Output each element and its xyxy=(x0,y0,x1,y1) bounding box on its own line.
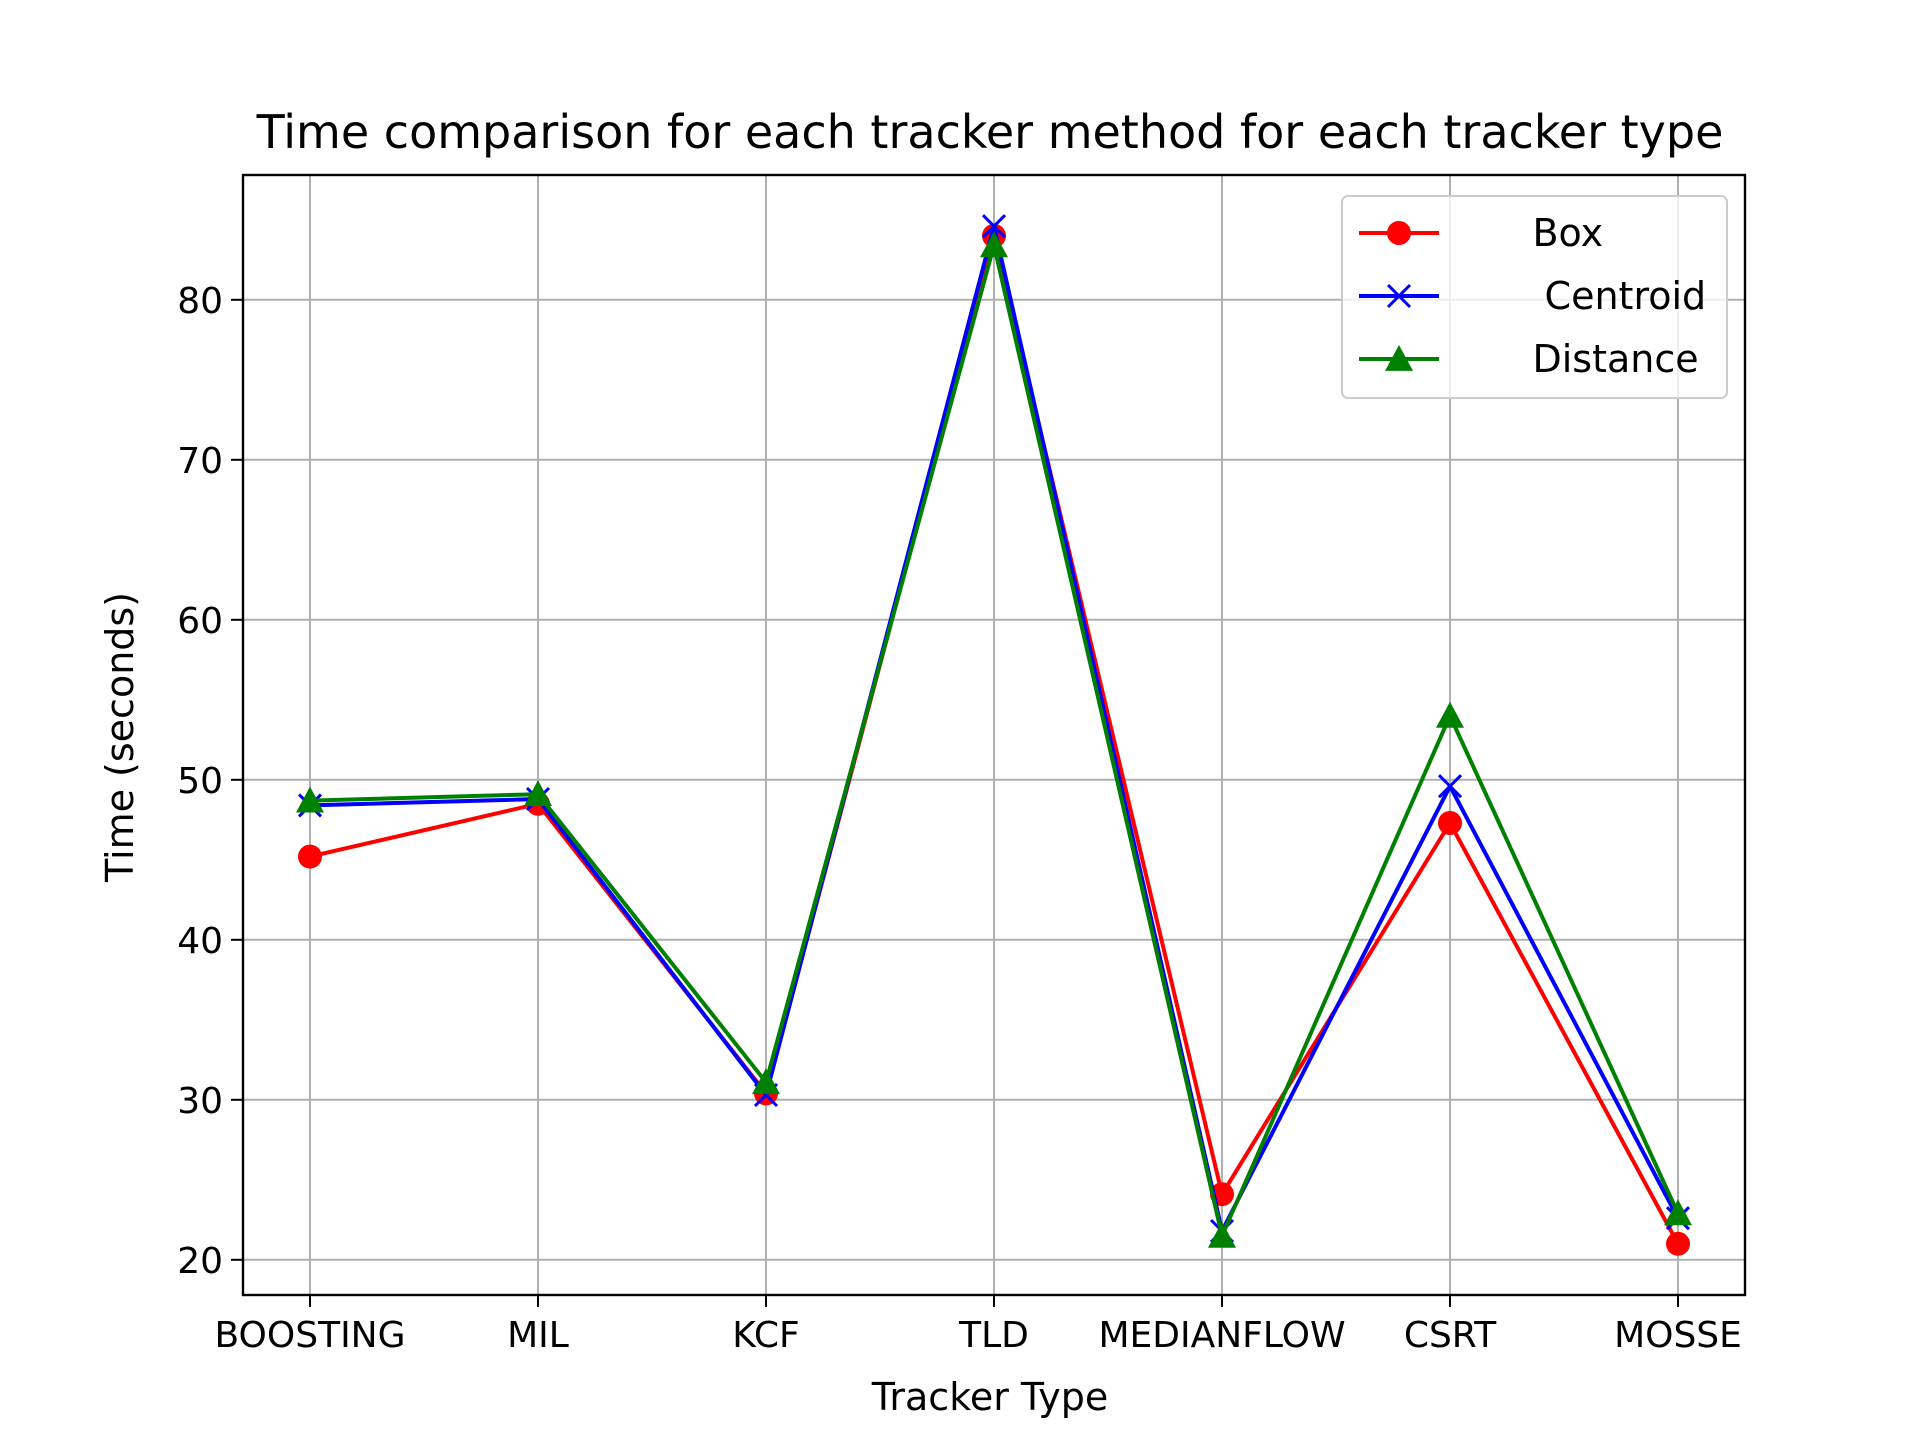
data-point-box xyxy=(1666,1231,1690,1256)
y-tick-label: 80 xyxy=(177,281,223,322)
series-distance xyxy=(296,231,1692,1248)
y-tick-label: 20 xyxy=(177,1241,223,1282)
legend-marker xyxy=(1385,345,1413,371)
x-marker-stroke xyxy=(981,214,1007,239)
legend: Box Centroid Distance xyxy=(1341,195,1728,399)
legend-entry-box: Box xyxy=(1359,211,1603,255)
x-tick-label: MOSSE xyxy=(1614,1315,1742,1356)
legend-entry-distance: Distance xyxy=(1359,337,1699,381)
data-point-centroid xyxy=(981,214,1007,239)
series-layer xyxy=(296,214,1692,1256)
data-point-distance xyxy=(524,780,552,807)
data-point-distance xyxy=(1436,701,1464,728)
data-point-distance xyxy=(980,231,1008,258)
legend-label: Distance xyxy=(1460,337,1699,381)
data-point-centroid xyxy=(1437,774,1463,799)
legend-marker xyxy=(1386,283,1412,309)
y-axis-label: Time (seconds) xyxy=(98,592,142,883)
x-marker-stroke xyxy=(1437,774,1463,799)
x-tick-label: KCF xyxy=(732,1315,799,1356)
data-point-box xyxy=(1438,811,1462,835)
y-tick-label: 60 xyxy=(177,601,223,642)
y-tick-label: 40 xyxy=(177,921,223,962)
x-tick-label: MEDIANFLOW xyxy=(1098,1315,1345,1356)
x-tick-label: MIL xyxy=(507,1315,569,1356)
legend-entry-centroid: Centroid xyxy=(1359,274,1706,318)
x-tick-label: CSRT xyxy=(1404,1315,1497,1356)
x-axis-label: Tracker Type xyxy=(871,1375,1108,1419)
legend-label: Centroid xyxy=(1460,274,1706,318)
y-tick-label: 50 xyxy=(177,761,223,802)
x-tick-label: TLD xyxy=(958,1315,1029,1356)
data-point-distance xyxy=(752,1068,780,1095)
data-point-distance xyxy=(1664,1199,1692,1226)
y-axis: 20 30 40 50 60 70 80 xyxy=(177,281,243,1282)
x-axis: BOOSTING MIL KCF TLD MEDIANFLOW CSRT MOSSE xyxy=(214,1295,1742,1356)
y-tick-label: 30 xyxy=(177,1081,223,1122)
chart-title: Time comparison for each tracker method … xyxy=(256,105,1724,159)
x-marker-stroke xyxy=(1386,283,1412,309)
data-point-distance xyxy=(296,786,324,813)
legend-box xyxy=(1341,195,1728,399)
legend-label: Box xyxy=(1460,211,1603,255)
grid-lines xyxy=(243,175,1745,1295)
data-point-distance xyxy=(1208,1221,1236,1248)
data-point-box xyxy=(298,844,322,869)
y-tick-label: 70 xyxy=(177,441,223,482)
x-tick-label: BOOSTING xyxy=(214,1315,405,1356)
legend-marker xyxy=(1387,221,1411,245)
